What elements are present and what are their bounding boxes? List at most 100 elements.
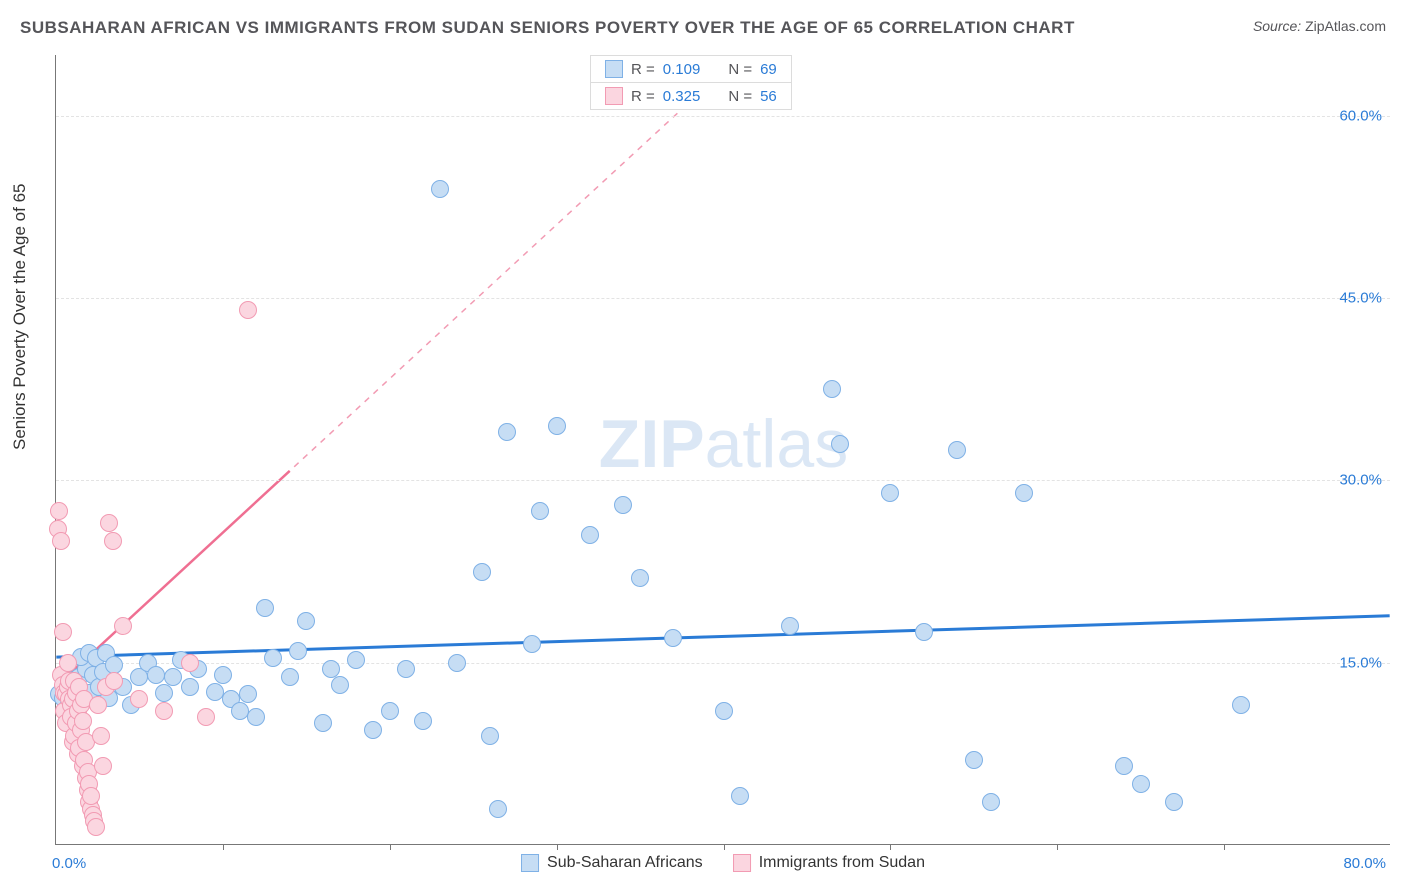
x-tick: [390, 844, 391, 850]
y-tick-label: 60.0%: [1339, 107, 1382, 124]
x-label-max: 80.0%: [1343, 855, 1386, 872]
legend-stats: R = 0.109 N = 69 R = 0.325 N = 56: [590, 55, 792, 110]
x-tick: [1224, 844, 1225, 850]
data-point: [94, 757, 112, 775]
data-point: [347, 651, 365, 669]
x-label-min: 0.0%: [52, 855, 86, 872]
watermark: ZIPatlas: [599, 405, 848, 483]
legend-n-label: N =: [728, 88, 752, 105]
y-tick-label: 30.0%: [1339, 472, 1382, 489]
data-point: [489, 800, 507, 818]
data-point: [181, 654, 199, 672]
data-point: [381, 702, 399, 720]
chart-container: SUBSAHARAN AFRICAN VS IMMIGRANTS FROM SU…: [0, 0, 1406, 892]
legend-n-value: 69: [760, 61, 777, 78]
data-point: [155, 702, 173, 720]
legend-n-label: N =: [728, 61, 752, 78]
y-tick-label: 15.0%: [1339, 654, 1382, 671]
data-point: [1165, 793, 1183, 811]
legend-r-value: 0.325: [663, 88, 701, 105]
data-point: [206, 683, 224, 701]
x-tick: [890, 844, 891, 850]
data-point: [498, 423, 516, 441]
data-point: [397, 660, 415, 678]
legend-n-value: 56: [760, 88, 777, 105]
data-point: [915, 623, 933, 641]
data-point: [256, 599, 274, 617]
legend-r-value: 0.109: [663, 61, 701, 78]
data-point: [823, 380, 841, 398]
data-point: [331, 676, 349, 694]
data-point: [264, 649, 282, 667]
data-point: [631, 569, 649, 587]
x-tick: [223, 844, 224, 850]
data-point: [1132, 775, 1150, 793]
x-tick: [1057, 844, 1058, 850]
data-point: [314, 714, 332, 732]
data-point: [431, 180, 449, 198]
data-point: [130, 690, 148, 708]
data-point: [50, 502, 68, 520]
data-point: [82, 787, 100, 805]
data-point: [104, 532, 122, 550]
data-point: [92, 727, 110, 745]
data-point: [59, 654, 77, 672]
data-point: [289, 642, 307, 660]
legend-stats-row: R = 0.325 N = 56: [591, 83, 791, 110]
data-point: [100, 514, 118, 532]
legend-r-label: R =: [631, 61, 655, 78]
legend-r-label: R =: [631, 88, 655, 105]
data-point: [473, 563, 491, 581]
legend-series: Sub-Saharan Africans Immigrants from Suda…: [521, 854, 925, 872]
data-point: [105, 672, 123, 690]
data-point: [781, 617, 799, 635]
data-point: [181, 678, 199, 696]
data-point: [214, 666, 232, 684]
data-point: [548, 417, 566, 435]
x-tick: [724, 844, 725, 850]
y-tick-label: 45.0%: [1339, 290, 1382, 307]
data-point: [581, 526, 599, 544]
data-point: [197, 708, 215, 726]
data-point: [239, 301, 257, 319]
data-point: [481, 727, 499, 745]
data-point: [114, 617, 132, 635]
gridline-h: [56, 298, 1390, 299]
source-label: Source:: [1253, 18, 1301, 34]
data-point: [89, 696, 107, 714]
legend-swatch: [733, 854, 751, 872]
data-point: [231, 702, 249, 720]
legend-series-item: Sub-Saharan Africans: [521, 854, 703, 872]
data-point: [614, 496, 632, 514]
data-point: [247, 708, 265, 726]
data-point: [1232, 696, 1250, 714]
data-point: [523, 635, 541, 653]
data-point: [448, 654, 466, 672]
data-point: [74, 712, 92, 730]
data-point: [364, 721, 382, 739]
source-value: ZipAtlas.com: [1305, 18, 1386, 34]
chart-title: SUBSAHARAN AFRICAN VS IMMIGRANTS FROM SU…: [20, 18, 1075, 38]
data-point: [831, 435, 849, 453]
data-point: [982, 793, 1000, 811]
legend-swatch: [605, 60, 623, 78]
y-axis-label: Seniors Poverty Over the Age of 65: [10, 184, 30, 450]
data-point: [948, 441, 966, 459]
data-point: [531, 502, 549, 520]
legend-swatch: [521, 854, 539, 872]
x-tick: [557, 844, 558, 850]
data-point: [1015, 484, 1033, 502]
gridline-h: [56, 480, 1390, 481]
legend-series-label: Immigrants from Sudan: [759, 854, 925, 872]
data-point: [414, 712, 432, 730]
legend-swatch: [605, 87, 623, 105]
data-point: [147, 666, 165, 684]
data-point: [965, 751, 983, 769]
data-point: [87, 818, 105, 836]
plot-area: 15.0%30.0%45.0%60.0%0.0%80.0%ZIPatlasR =…: [55, 55, 1390, 845]
legend-series-label: Sub-Saharan Africans: [547, 854, 703, 872]
data-point: [54, 623, 72, 641]
data-point: [1115, 757, 1133, 775]
data-point: [664, 629, 682, 647]
data-point: [297, 612, 315, 630]
